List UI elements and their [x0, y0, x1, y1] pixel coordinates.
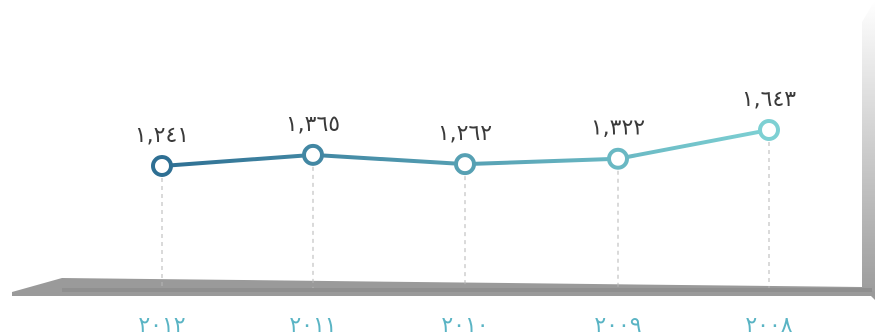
- data-points: [151, 119, 780, 177]
- x-tick-label-4: ٢٠٠٨: [745, 313, 792, 336]
- data-label-3: ١,٣٢٢: [591, 116, 645, 141]
- data-label-0: ١,٢٤١: [135, 123, 189, 148]
- x-tick-label-1: ٢٠١١: [289, 313, 336, 336]
- data-label-2: ١,٢٦٢: [438, 121, 492, 146]
- x-tick-label-0: ٢٠١٢: [138, 313, 185, 336]
- chart-frame: [12, 0, 875, 300]
- data-label-1: ١,٣٦٥: [286, 112, 340, 137]
- x-tick-label-3: ٢٠٠٩: [594, 313, 641, 336]
- data-point-1: [302, 143, 324, 166]
- data-point-4: [758, 119, 780, 141]
- x-tick-labels: ٢٠١٢ ٢٠١١ ٢٠١٠ ٢٠٠٩ ٢٠٠٨: [138, 313, 792, 336]
- guide-lines: [161, 142, 770, 288]
- data-labels: ١,٢٤١ ١,٣٦٥ ١,٢٦٢ ١,٣٢٢ ١,٦٤٣: [135, 87, 796, 148]
- data-label-4: ١,٦٤٣: [742, 87, 796, 112]
- data-point-0: [151, 155, 173, 177]
- frame-bottom-edge: [12, 278, 875, 296]
- x-tick-label-2: ٢٠١٠: [441, 313, 488, 336]
- frame-right-edge: [862, 0, 875, 300]
- data-point-3: [607, 147, 629, 170]
- data-point-2: [454, 153, 476, 176]
